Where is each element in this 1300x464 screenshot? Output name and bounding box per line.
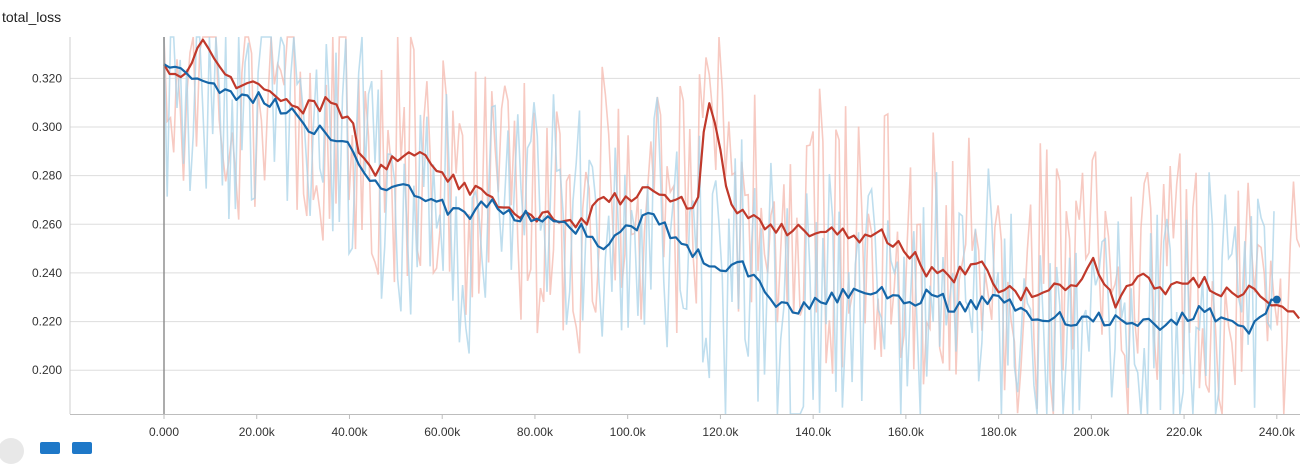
x-tick-labels: 0.000 20.00k 40.00k 60.00k 80.00k 100.0k 120.0…: [149, 425, 1296, 439]
y-tick-label: 0.260: [32, 217, 62, 231]
y-tick-label: 0.200: [32, 363, 62, 377]
run-red-smoothed-line: [163, 38, 1300, 320]
x-tick-label: 160.0k: [888, 425, 925, 439]
x-tick-label: 60.00k: [424, 425, 461, 439]
x-tick-label: 0.000: [149, 425, 179, 439]
y-tick-labels: 0.200 0.220 0.240 0.260 0.280 0.300 0.320: [32, 71, 62, 377]
toggle-log-scale-icon[interactable]: [40, 442, 60, 454]
x-tick-label: 140.0k: [795, 425, 832, 439]
x-tick-label: 180.0k: [981, 425, 1018, 439]
x-tick-label: 240.0k: [1259, 425, 1296, 439]
y-tick-label: 0.300: [32, 120, 62, 134]
expand-icon[interactable]: [0, 438, 24, 464]
x-tick-label: 100.0k: [610, 425, 647, 439]
x-tick-label: 220.0k: [1166, 425, 1203, 439]
x-tick-label: 200.0k: [1073, 425, 1110, 439]
x-tick-label: 20.00k: [239, 425, 276, 439]
run-red-raw-line: [163, 36, 1300, 415]
x-tick-label: 120.0k: [702, 425, 739, 439]
bottom-controls: [0, 438, 120, 464]
run-blue-smoothed-line: [163, 63, 1277, 335]
smoothed-series-lines: [163, 38, 1300, 335]
y-tick-label: 0.240: [32, 266, 62, 280]
loss-chart: 0.200 0.220 0.240 0.260 0.280 0.300 0.320 0.00…: [32, 36, 1300, 439]
y-tick-label: 0.280: [32, 169, 62, 183]
y-tick-label: 0.220: [32, 315, 62, 329]
run-blue-raw-line: [163, 36, 1275, 415]
raw-noise-lines: [163, 36, 1300, 415]
axes: [69, 37, 1300, 419]
series-markers[interactable]: [1272, 295, 1281, 304]
chart-title: total_loss: [2, 9, 62, 25]
y-tick-label: 0.320: [32, 71, 62, 85]
run-blue-last-point-marker[interactable]: [1272, 295, 1281, 304]
x-tick-label: 40.00k: [331, 425, 368, 439]
x-tick-label: 80.00k: [517, 425, 554, 439]
fit-domain-icon[interactable]: [72, 442, 92, 454]
